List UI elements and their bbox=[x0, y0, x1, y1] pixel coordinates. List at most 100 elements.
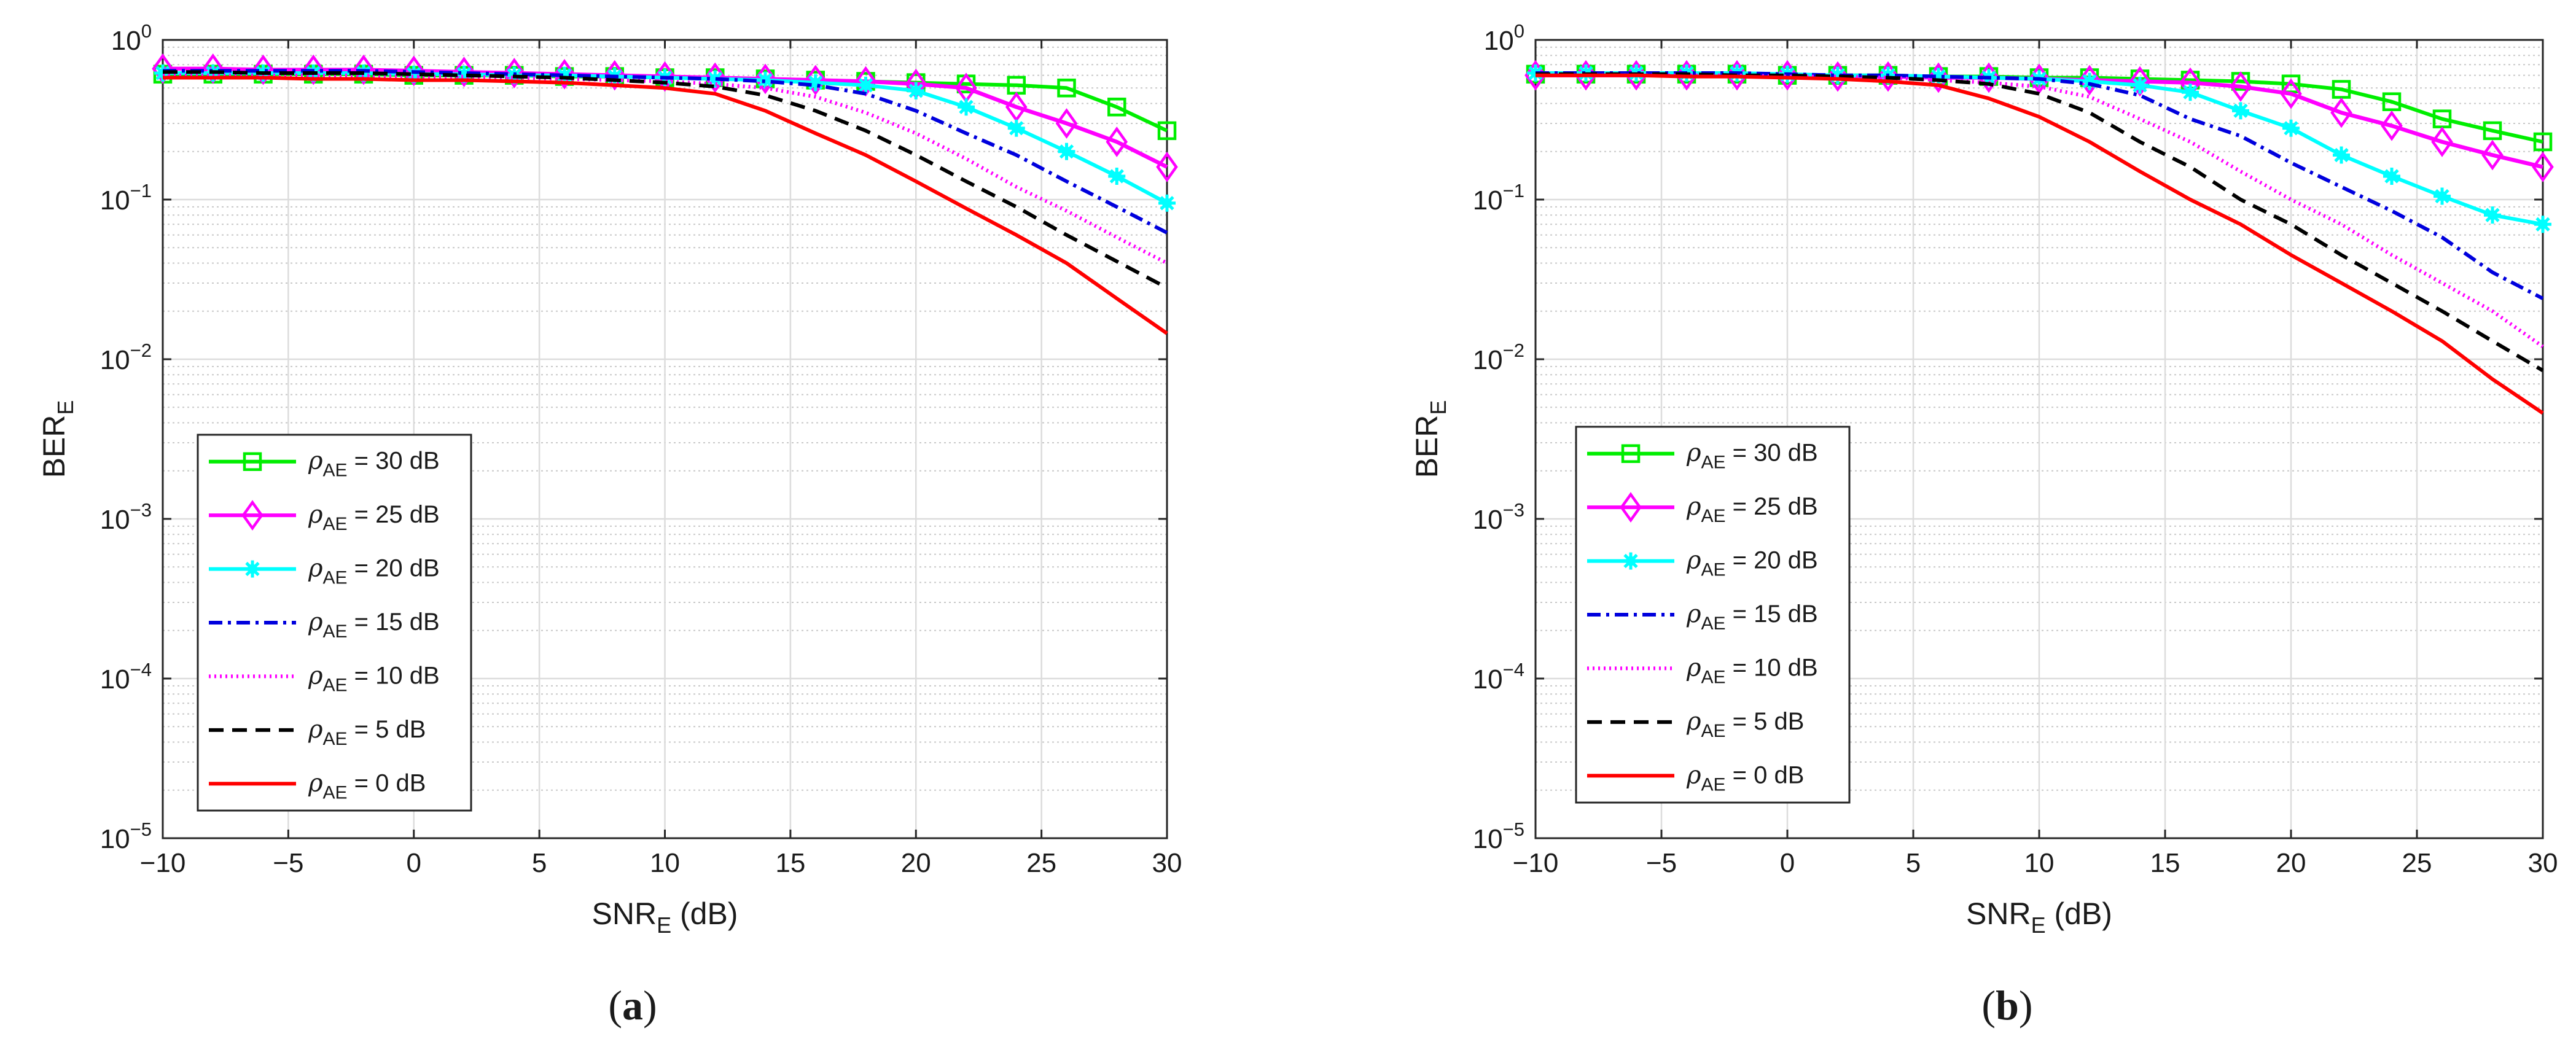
y-tick-exponent: −1 bbox=[130, 180, 152, 201]
legend-marker bbox=[1622, 552, 1639, 570]
data-point bbox=[1726, 60, 1748, 91]
y-tick-exponent: −5 bbox=[1503, 819, 1524, 840]
legend-marker bbox=[244, 560, 261, 578]
legend-symbol: ρ bbox=[308, 715, 323, 744]
data-point bbox=[1156, 152, 1178, 182]
asterisk-core bbox=[760, 75, 770, 85]
legend-label: ρAE = 25 dB bbox=[1686, 492, 1818, 526]
legend-symbol: ρ bbox=[1686, 547, 1701, 575]
x-axis-label-sub: E bbox=[657, 913, 671, 938]
asterisk-core bbox=[1162, 198, 1172, 208]
data-point bbox=[2484, 206, 2501, 224]
chart-panel-b: −10 −5 0 5 10 15 20 25 3010010−110−210−310−410−5… bbox=[1410, 20, 2558, 1029]
y-tick-label: 10−1 bbox=[100, 180, 152, 216]
caption-paren: ) bbox=[643, 982, 657, 1029]
data-point bbox=[1055, 108, 1078, 139]
legend-text: = 20 dB bbox=[348, 555, 440, 582]
data-point bbox=[2431, 126, 2453, 157]
data-point bbox=[2382, 92, 2402, 111]
legend-symbol: ρ bbox=[1686, 653, 1701, 682]
x-axis-label-unit: (dB) bbox=[671, 897, 738, 931]
data-point bbox=[1625, 60, 1647, 91]
legend-symbol: ρ bbox=[1686, 492, 1701, 521]
data-point bbox=[1776, 60, 1798, 91]
x-axis-label: SNRE (dB) bbox=[592, 897, 738, 938]
legend-text: = 0 dB bbox=[1726, 761, 1805, 788]
series-line bbox=[163, 73, 1168, 265]
data-point bbox=[2383, 168, 2400, 185]
asterisk-core bbox=[710, 74, 720, 84]
legend-marker bbox=[243, 452, 262, 471]
y-tick-label: 100 bbox=[1484, 20, 1524, 56]
y-tick-exponent: −2 bbox=[130, 340, 152, 361]
data-point bbox=[2481, 139, 2504, 171]
x-tick-label: 25 bbox=[1026, 848, 1056, 878]
caption-paren: ( bbox=[1981, 982, 1996, 1029]
legend-subscript: AE bbox=[323, 461, 348, 481]
legend-symbol: ρ bbox=[1686, 761, 1701, 789]
asterisk-core bbox=[1061, 146, 1072, 157]
series-6 bbox=[163, 76, 1168, 335]
x-axis-label-unit: (dB) bbox=[2046, 897, 2112, 931]
x-tick-label: 15 bbox=[775, 848, 805, 878]
data-point bbox=[2381, 110, 2403, 141]
y-tick-base: 10 bbox=[111, 26, 141, 56]
data-point bbox=[302, 54, 325, 85]
data-point bbox=[907, 82, 925, 99]
x-tick-label: 30 bbox=[2528, 848, 2558, 878]
y-tick-exponent: −4 bbox=[130, 659, 152, 680]
caption-paren: ( bbox=[608, 982, 622, 1029]
y-tick-label: 10−3 bbox=[100, 499, 152, 535]
y-tick-base: 10 bbox=[100, 664, 130, 695]
legend-subscript: AE bbox=[1701, 613, 1726, 634]
series-line bbox=[163, 76, 1168, 335]
y-axis-label: BERE bbox=[1410, 400, 1451, 478]
series-line bbox=[163, 69, 1168, 235]
y-tick-base: 10 bbox=[100, 185, 130, 216]
legend-marker bbox=[1621, 444, 1641, 463]
legend-text: = 10 dB bbox=[348, 662, 440, 689]
asterisk-core bbox=[2336, 150, 2346, 160]
legend-marker bbox=[241, 500, 263, 531]
legend-text: = 5 dB bbox=[1726, 708, 1805, 735]
legend-label: ρAE = 25 dB bbox=[308, 500, 440, 534]
data-point bbox=[1106, 126, 1128, 157]
caption-letter: a bbox=[622, 982, 643, 1029]
legend-label: ρAE = 0 dB bbox=[1686, 761, 1804, 795]
x-tick-label: 5 bbox=[532, 848, 547, 878]
series-group bbox=[152, 53, 1178, 335]
x-axis-label: SNRE (dB) bbox=[1966, 897, 2112, 938]
y-tick-label: 10−2 bbox=[100, 340, 152, 375]
asterisk-core bbox=[961, 102, 971, 112]
data-point bbox=[1827, 61, 1849, 92]
y-tick-exponent: −5 bbox=[130, 819, 152, 840]
x-tick-label: 5 bbox=[1906, 848, 1921, 878]
series-6 bbox=[1536, 73, 2544, 415]
data-point bbox=[1157, 121, 1177, 141]
asterisk-core bbox=[1112, 171, 1122, 182]
series-line bbox=[1536, 73, 2544, 348]
asterisk-core bbox=[2185, 87, 2195, 98]
series-5 bbox=[163, 70, 1168, 290]
legend-label: ρAE = 15 dB bbox=[1686, 600, 1818, 634]
data-point bbox=[1058, 142, 1075, 160]
x-tick-label: 10 bbox=[2024, 848, 2055, 878]
series-group bbox=[1524, 60, 2554, 415]
data-point bbox=[806, 74, 824, 91]
legend-symbol: ρ bbox=[308, 769, 323, 797]
x-tick-label: 0 bbox=[407, 848, 421, 878]
legend-subscript: AE bbox=[323, 568, 348, 588]
series-3 bbox=[163, 69, 1168, 235]
y-tick-exponent: −1 bbox=[1503, 180, 1524, 201]
asterisk-core bbox=[1011, 123, 1021, 133]
asterisk-core bbox=[248, 564, 257, 574]
data-point bbox=[353, 54, 375, 85]
x-tick-label: 10 bbox=[650, 848, 680, 878]
asterisk-core bbox=[2488, 210, 2497, 220]
data-point bbox=[402, 55, 425, 87]
data-point bbox=[1676, 60, 1698, 91]
asterisk-core bbox=[2135, 80, 2145, 90]
data-point bbox=[2280, 78, 2302, 109]
x-tick-label: 25 bbox=[2402, 848, 2432, 878]
